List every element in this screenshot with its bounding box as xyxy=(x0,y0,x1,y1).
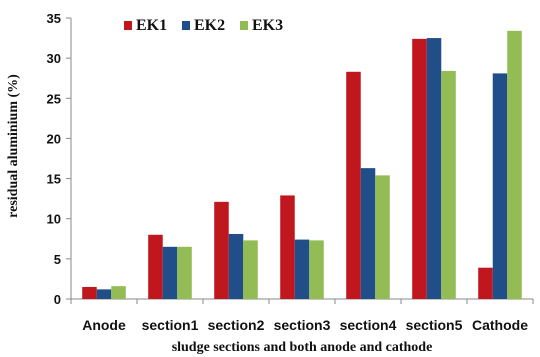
x-tick-label: Cathode xyxy=(472,317,528,333)
bar-ek2-section5 xyxy=(426,38,442,299)
legend: EK1 EK2 EK3 xyxy=(124,17,283,34)
y-tick-label: 0 xyxy=(54,292,61,307)
y-tick-label: 35 xyxy=(47,11,61,26)
x-tick-label: Anode xyxy=(82,317,126,333)
x-axis-title: sludge sections and both anode and catho… xyxy=(172,340,433,355)
bar-ek1-section4 xyxy=(346,71,361,299)
bar-ek2-section1 xyxy=(162,246,178,299)
bar-ek1-section2 xyxy=(214,201,229,299)
bar-ek1-section1 xyxy=(148,234,163,299)
y-tick-label: 30 xyxy=(47,51,61,66)
legend-swatch xyxy=(124,21,132,30)
bar-ek1-section5 xyxy=(412,38,427,299)
bar-ek3-section4 xyxy=(375,175,390,299)
x-axis: Anode section1 section2 section3 section4 sec… xyxy=(70,298,534,333)
y-axis: 0 5 10 15 20 25 30 35 xyxy=(47,11,72,307)
bar-ek1-anode xyxy=(82,286,97,299)
y-tick-label: 25 xyxy=(47,91,61,106)
bars xyxy=(82,30,522,300)
y-tick-label: 15 xyxy=(47,172,61,187)
bar-ek2-anode xyxy=(96,289,112,299)
bar-ek2-section4 xyxy=(360,168,376,299)
bar-ek2-cathode xyxy=(492,73,508,299)
x-tick-label: section2 xyxy=(208,317,265,333)
bar-ek3-anode xyxy=(111,286,126,299)
legend-label: EK3 xyxy=(252,17,283,34)
bar-ek3-cathode xyxy=(507,30,522,300)
bar-ek3-section1 xyxy=(177,246,192,299)
x-tick-label: section1 xyxy=(142,317,199,333)
y-tick-label: 10 xyxy=(47,212,61,227)
bar-ek2-section3 xyxy=(294,239,310,299)
y-tick-label: 5 xyxy=(54,252,61,267)
y-axis-title: residual aluminium (%) xyxy=(6,74,21,218)
bar-ek2-section2 xyxy=(228,233,244,299)
bar-ek1-section3 xyxy=(280,195,295,299)
x-tick-label: section5 xyxy=(406,317,463,333)
bar-ek3-section5 xyxy=(441,70,456,299)
x-tick-label: section3 xyxy=(274,317,331,333)
legend-label: EK2 xyxy=(194,17,225,34)
bar-ek1-cathode xyxy=(478,267,493,299)
legend-label: EK1 xyxy=(136,17,167,34)
bar-ek3-section3 xyxy=(309,240,324,299)
legend-swatch xyxy=(240,21,248,30)
bar-ek3-section2 xyxy=(243,240,258,299)
y-tick-label: 20 xyxy=(47,131,61,146)
legend-swatch xyxy=(182,21,190,30)
x-tick-label: section4 xyxy=(340,317,397,333)
